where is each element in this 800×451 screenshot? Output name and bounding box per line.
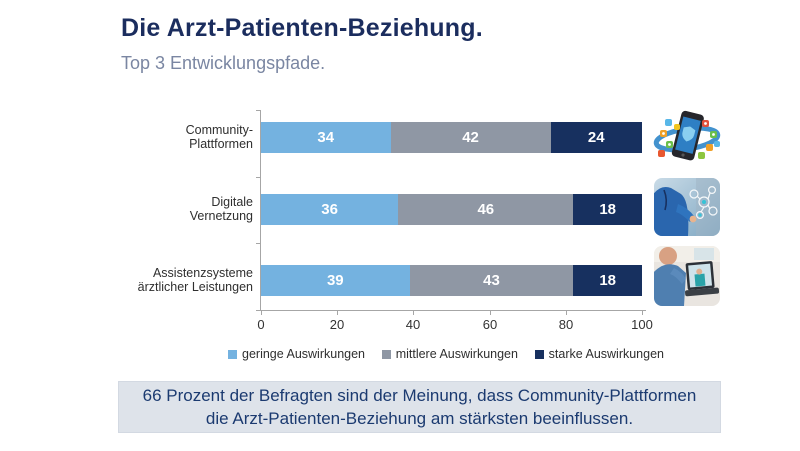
smartphone-app-icons-photo: [651, 106, 723, 169]
bar-segment-starke: 18: [573, 265, 642, 296]
bar-segment-mittlere: 43: [409, 265, 574, 296]
bar-segment-starke: 24: [550, 122, 642, 153]
y-axis-line: [260, 110, 261, 311]
category-label-assistenzsysteme: Assistenzsysteme ärztlicher Leistungen: [137, 266, 253, 294]
page-title: Die Arzt-Patienten-Beziehung.: [121, 14, 483, 42]
category-label-community-plattformen: Community- Plattformen: [185, 123, 253, 151]
patient-laptop-telemedicine-photo: [654, 246, 720, 306]
bar-digitale-vernetzung: 36 46 18: [261, 194, 642, 225]
key-finding-line2: die Arzt-Patienten-Beziehung am stärkste…: [205, 409, 634, 428]
bar-value-label: 24: [587, 129, 605, 146]
doctor-illustration-icon: [654, 178, 720, 236]
bar-value-label: 43: [483, 272, 500, 289]
x-axis-line: [256, 310, 646, 311]
page-subtitle: Top 3 Entwicklungspfade.: [121, 53, 326, 73]
x-tick-label: 60: [482, 317, 498, 332]
bar-segment-geringe: 39: [261, 265, 410, 296]
legend-item-mittlere-auswirkungen: mittlere Auswirkungen: [381, 347, 518, 361]
bar-value-label: 36: [321, 201, 338, 218]
legend-item-starke-auswirkungen: starke Auswirkungen: [534, 347, 664, 361]
doctor-digital-network-photo: [654, 178, 720, 236]
x-axis-tick: [261, 311, 262, 315]
bar-value-label: 46: [477, 201, 495, 218]
bar-segment-geringe: 34: [261, 122, 391, 153]
key-finding-banner: 66 Prozent der Befragten sind der Meinun…: [118, 381, 721, 433]
x-axis-tick: [413, 311, 414, 315]
x-axis-tick: [490, 311, 491, 315]
key-finding-line1: 66 Prozent der Befragten sind der Meinun…: [142, 386, 697, 405]
bar-community-plattformen: 34 42 24: [261, 122, 642, 153]
legend-swatch-starke-icon: [534, 349, 544, 359]
smartphone-illustration-icon: [653, 110, 721, 161]
x-tick-label: 0: [257, 317, 265, 332]
legend-swatch-geringe-icon: [228, 349, 237, 359]
y-axis-tick: [256, 243, 261, 244]
x-tick-label: 20: [329, 317, 345, 332]
legend: geringe Auswirkungen mittlere Auswirkung…: [228, 347, 664, 361]
bar-segment-mittlere: 46: [398, 194, 574, 225]
bar-segment-geringe: 36: [261, 194, 399, 225]
bar-value-label: 18: [599, 201, 617, 218]
x-tick-label: 40: [405, 317, 421, 332]
legend-label: mittlere Auswirkungen: [395, 347, 518, 361]
plot-area: 34 42 24 36 46 18 39 43 18: [261, 110, 642, 310]
y-axis-tick: [256, 110, 261, 111]
bar-segment-mittlere: 42: [390, 122, 551, 153]
x-axis-tick: [566, 311, 567, 315]
laptop-illustration-icon: [654, 246, 720, 306]
bar-value-label: 18: [599, 272, 617, 289]
x-tick-label: 80: [558, 317, 574, 332]
bar-value-label: 39: [326, 272, 344, 289]
y-axis-tick: [256, 177, 261, 178]
bar-value-label: 34: [317, 129, 335, 146]
bar-segment-starke: 18: [573, 194, 642, 225]
x-tick-label: 100: [631, 317, 653, 332]
legend-item-geringe-auswirkungen: geringe Auswirkungen: [228, 347, 365, 361]
legend-label: geringe Auswirkungen: [242, 347, 365, 361]
x-axis-tick: [337, 311, 338, 315]
category-label-digitale-vernetzung: Digitale Vernetzung: [189, 195, 253, 223]
x-axis-tick: [642, 311, 643, 315]
bar-assistenzsysteme: 39 43 18: [261, 265, 642, 296]
bar-value-label: 42: [462, 129, 479, 146]
legend-label: starke Auswirkungen: [548, 347, 664, 361]
legend-swatch-mittlere-icon: [381, 349, 391, 359]
